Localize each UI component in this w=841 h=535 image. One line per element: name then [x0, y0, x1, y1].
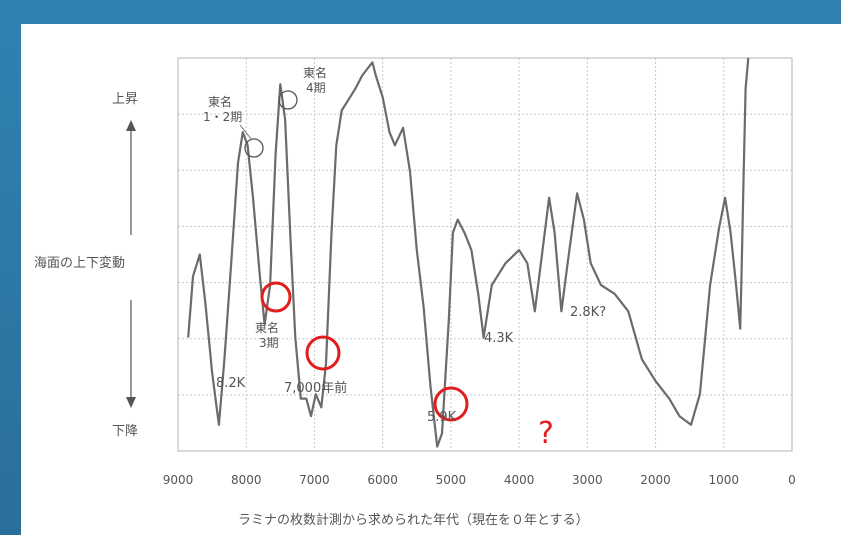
annotation-59k: 5.9K — [427, 410, 457, 425]
annotation-tomei12-leader — [239, 124, 253, 141]
x-tick-label: 0 — [788, 473, 796, 487]
x-tick-label: 5000 — [436, 473, 467, 487]
annotation-82k: 8.2K — [216, 376, 246, 391]
annotation-tomei4-line1: 東名 — [303, 65, 327, 80]
annotation-tomei12-line2: 1・2期 — [203, 110, 242, 124]
plot-area — [177, 57, 793, 452]
y-axis-title: 海面の上下変動 — [34, 255, 125, 271]
red-circle-tomei-3 — [260, 281, 292, 313]
x-tick-label: 8000 — [231, 473, 262, 487]
marker-circle-tomei-12 — [244, 138, 264, 158]
figure-paper — [21, 24, 841, 535]
x-tick-label: 2000 — [640, 473, 671, 487]
y-arrow-down-icon — [126, 397, 136, 408]
annotation-question-mark: ? — [538, 416, 554, 451]
y-top-label: 上昇 — [112, 92, 138, 107]
annotation-43k: 4.3K — [484, 331, 514, 346]
annotation-tomei3-line2: 3期 — [259, 336, 279, 350]
marker-circle-tomei-4 — [278, 90, 298, 110]
y-arrow-up-icon — [126, 120, 136, 131]
red-circle-7000 — [305, 335, 341, 371]
annotation-tomei12-line1: 東名 — [208, 94, 232, 109]
red-circle-59k — [433, 386, 469, 422]
x-tick-label: 1000 — [709, 473, 740, 487]
x-tick-label: 7000 — [299, 473, 330, 487]
x-tick-label: 9000 — [163, 473, 194, 487]
sea-level-series-line — [187, 57, 750, 448]
annotation-tomei4-line2: 4期 — [306, 81, 326, 95]
annotation-tomei3-line1: 東名 — [255, 320, 279, 335]
y-bottom-label: 下降 — [112, 424, 138, 439]
annotation-28k: 2.8K? — [570, 305, 606, 320]
x-tick-labels: 9000 8000 7000 6000 5000 4000 3000 2000 1000 0 — [163, 473, 796, 487]
x-axis-title: ラミナの枚数計測から求められた年代（現在を０年とする） — [238, 512, 589, 528]
x-tick-label: 4000 — [504, 473, 535, 487]
annotation-7000: 7,000年前 — [284, 380, 347, 396]
x-tick-label: 6000 — [367, 473, 398, 487]
x-tick-label: 3000 — [572, 473, 603, 487]
